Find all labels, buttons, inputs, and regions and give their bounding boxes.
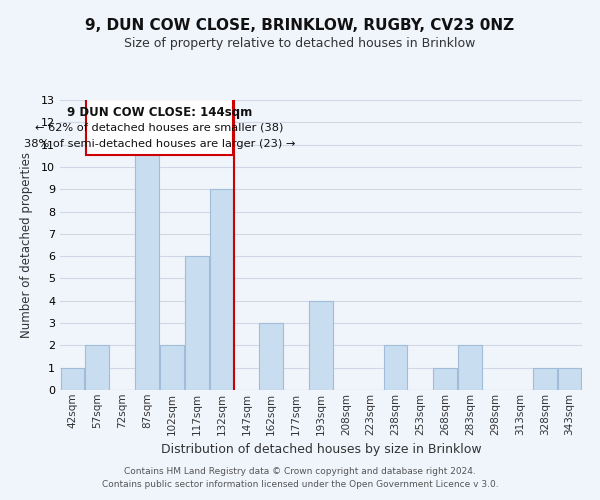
- Bar: [309, 301, 333, 390]
- Bar: [61, 368, 84, 390]
- Bar: [210, 189, 233, 390]
- Bar: [384, 346, 407, 390]
- Text: 9 DUN COW CLOSE: 144sqm: 9 DUN COW CLOSE: 144sqm: [67, 106, 252, 118]
- Text: Contains HM Land Registry data © Crown copyright and database right 2024.: Contains HM Land Registry data © Crown c…: [124, 467, 476, 476]
- Bar: [533, 368, 557, 390]
- Bar: [458, 346, 482, 390]
- Text: Size of property relative to detached houses in Brinklow: Size of property relative to detached ho…: [124, 38, 476, 51]
- Text: Distribution of detached houses by size in Brinklow: Distribution of detached houses by size …: [161, 442, 481, 456]
- Bar: [433, 368, 457, 390]
- Text: ← 62% of detached houses are smaller (38): ← 62% of detached houses are smaller (38…: [35, 122, 284, 132]
- Bar: [85, 346, 109, 390]
- Bar: [185, 256, 209, 390]
- Bar: [259, 323, 283, 390]
- Text: 38% of semi-detached houses are larger (23) →: 38% of semi-detached houses are larger (…: [24, 139, 295, 149]
- Text: Contains public sector information licensed under the Open Government Licence v : Contains public sector information licen…: [101, 480, 499, 489]
- Bar: [160, 346, 184, 390]
- Bar: [558, 368, 581, 390]
- Text: 9, DUN COW CLOSE, BRINKLOW, RUGBY, CV23 0NZ: 9, DUN COW CLOSE, BRINKLOW, RUGBY, CV23 …: [85, 18, 515, 32]
- Bar: [135, 144, 159, 390]
- FancyBboxPatch shape: [86, 99, 233, 154]
- Y-axis label: Number of detached properties: Number of detached properties: [20, 152, 32, 338]
